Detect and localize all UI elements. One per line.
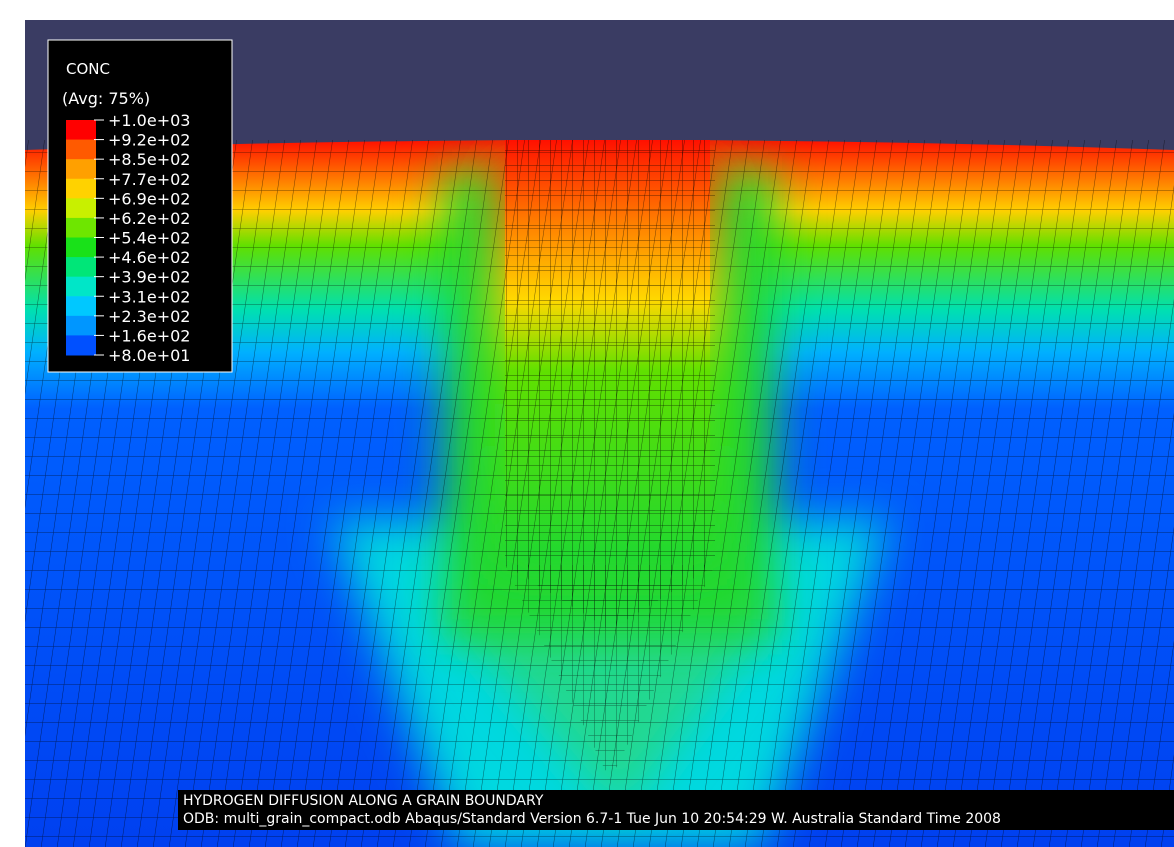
legend-label: +1.0e+03 [108, 111, 190, 130]
legend-label: +7.7e+02 [108, 170, 190, 189]
legend-band [66, 179, 96, 199]
viewport: CONC (Avg: 75%) +1.0e+03+9.2e+02+8.5e+02… [0, 0, 1174, 847]
legend-band [66, 296, 96, 316]
footer-line: HYDROGEN DIFFUSION ALONG A GRAIN BOUNDAR… [183, 793, 544, 809]
legend-label: +3.9e+02 [108, 268, 190, 287]
legend-title: CONC [66, 60, 110, 78]
legend-subtitle: (Avg: 75%) [62, 89, 150, 108]
legend-band [66, 120, 96, 140]
legend-label: +6.2e+02 [108, 209, 190, 228]
legend-label: +5.4e+02 [108, 229, 190, 248]
legend-label: +8.0e+01 [108, 346, 190, 365]
legend-band [66, 316, 96, 336]
legend-label: +1.6e+02 [108, 326, 190, 345]
legend-label: +9.2e+02 [108, 131, 190, 150]
legend-band [66, 218, 96, 238]
legend-band [66, 198, 96, 218]
legend-band [66, 238, 96, 258]
footer-line: ODB: multi_grain_compact.odb Abaqus/Stan… [183, 811, 1001, 827]
legend-band [66, 257, 96, 277]
legend-label: +8.5e+02 [108, 150, 190, 169]
legend-band [66, 159, 96, 179]
legend-band [66, 335, 96, 355]
legend-label: +4.6e+02 [108, 248, 190, 267]
legend-label: +6.9e+02 [108, 189, 190, 208]
legend-label: +2.3e+02 [108, 307, 190, 326]
legend: CONC (Avg: 75%) +1.0e+03+9.2e+02+8.5e+02… [48, 40, 232, 372]
legend-label: +3.1e+02 [108, 287, 190, 306]
legend-band [66, 277, 96, 297]
legend-band [66, 140, 96, 160]
footer: HYDROGEN DIFFUSION ALONG A GRAIN BOUNDAR… [178, 790, 1174, 830]
